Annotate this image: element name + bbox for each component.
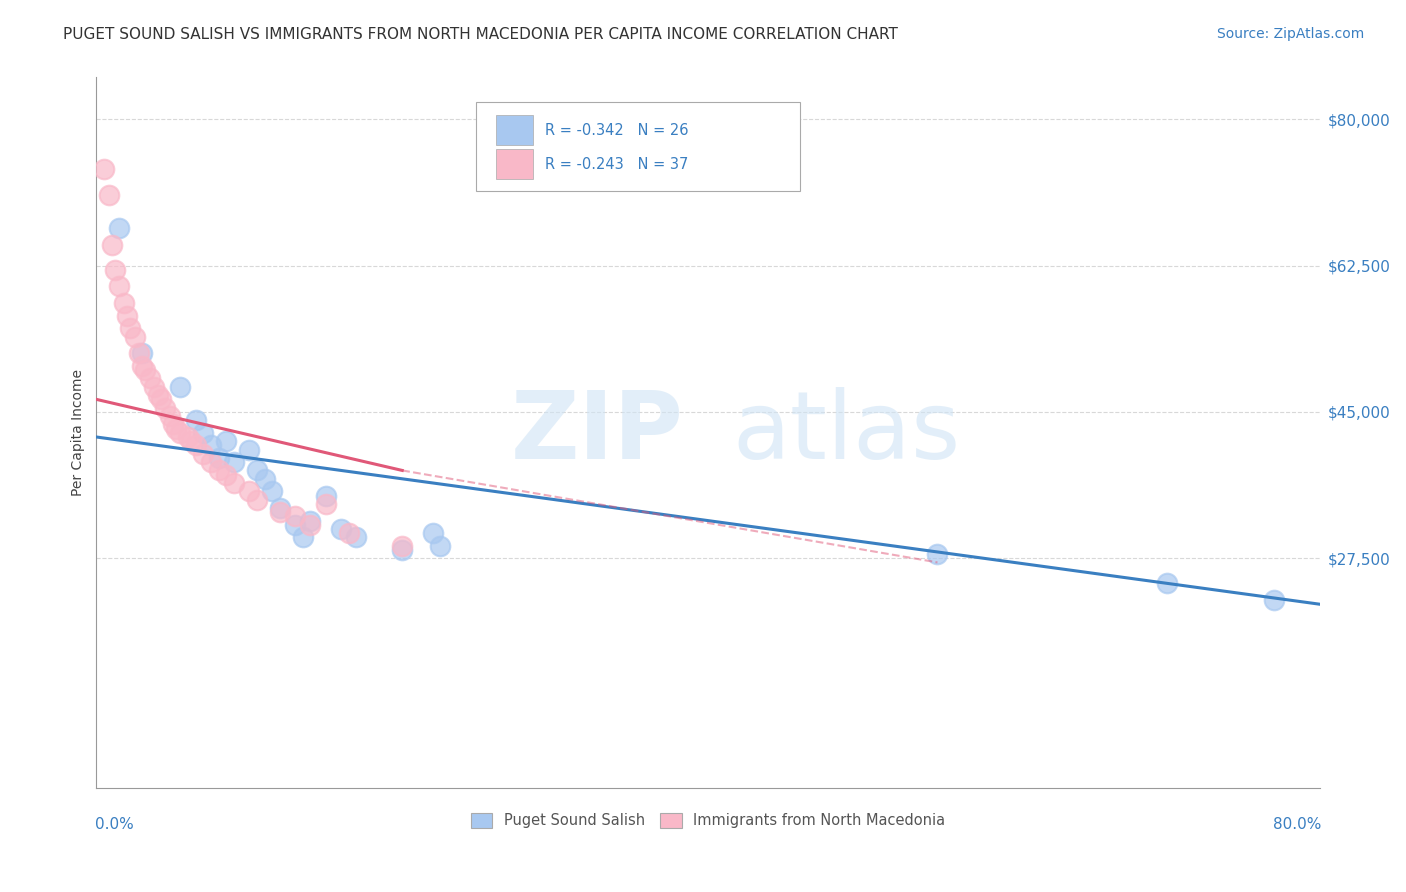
Point [134, 363, 156, 377]
Point [246, 463, 269, 477]
Point [108, 221, 131, 235]
Point [215, 434, 238, 449]
Point [93, 162, 115, 177]
Point [193, 447, 215, 461]
Point [262, 484, 284, 499]
Point [337, 526, 360, 541]
Point [128, 346, 150, 360]
Point [344, 530, 367, 544]
Text: Source: ZipAtlas.com: Source: ZipAtlas.com [1216, 27, 1364, 41]
Point [146, 388, 169, 402]
Point [139, 371, 162, 385]
Point [153, 401, 176, 415]
Point [246, 492, 269, 507]
FancyBboxPatch shape [475, 103, 800, 191]
Point [177, 430, 200, 444]
Point [169, 425, 191, 440]
Point [269, 505, 291, 519]
Point [143, 380, 166, 394]
Point [118, 321, 141, 335]
Point [208, 463, 231, 477]
Point [200, 438, 222, 452]
Point [315, 489, 337, 503]
Point [97, 187, 120, 202]
Point [391, 539, 413, 553]
Point [193, 425, 215, 440]
Point [429, 539, 451, 553]
Point [1263, 593, 1285, 607]
Bar [496, 115, 533, 145]
Point [108, 279, 131, 293]
Text: ZIP: ZIP [510, 387, 683, 479]
Point [284, 517, 307, 532]
Point [215, 467, 238, 482]
Point [422, 526, 444, 541]
Point [299, 514, 322, 528]
Point [162, 417, 184, 432]
Point [131, 346, 153, 360]
Point [391, 542, 413, 557]
Point [165, 422, 187, 436]
Point [159, 409, 181, 423]
Point [124, 329, 146, 343]
Text: PUGET SOUND SALISH VS IMMIGRANTS FROM NORTH MACEDONIA PER CAPITA INCOME CORRELAT: PUGET SOUND SALISH VS IMMIGRANTS FROM NO… [63, 27, 898, 42]
Point [330, 522, 353, 536]
Point [238, 442, 260, 457]
Point [184, 413, 207, 427]
Point [1156, 576, 1178, 591]
Point [112, 296, 135, 310]
Bar [496, 149, 533, 179]
Text: R = -0.243   N = 37: R = -0.243 N = 37 [546, 157, 689, 171]
Text: R = -0.342   N = 26: R = -0.342 N = 26 [546, 122, 689, 137]
Legend: Puget Sound Salish, Immigrants from North Macedonia: Puget Sound Salish, Immigrants from Nort… [465, 807, 952, 834]
Point [200, 455, 222, 469]
Point [299, 517, 322, 532]
Point [222, 455, 245, 469]
Point [115, 309, 138, 323]
Point [100, 237, 122, 252]
Text: atlas: atlas [733, 387, 960, 479]
Point [180, 434, 202, 449]
Point [104, 262, 127, 277]
Point [315, 497, 337, 511]
Point [149, 392, 172, 407]
Point [291, 530, 314, 544]
Y-axis label: Per Capita Income: Per Capita Income [72, 369, 86, 496]
Point [222, 475, 245, 490]
Point [184, 438, 207, 452]
Point [169, 380, 191, 394]
Text: 0.0%: 0.0% [96, 816, 134, 831]
Point [269, 501, 291, 516]
Point [284, 509, 307, 524]
Point [253, 472, 276, 486]
Point [131, 359, 153, 373]
Text: 80.0%: 80.0% [1272, 816, 1322, 831]
Point [927, 547, 949, 561]
Point [208, 450, 231, 465]
Point [238, 484, 260, 499]
